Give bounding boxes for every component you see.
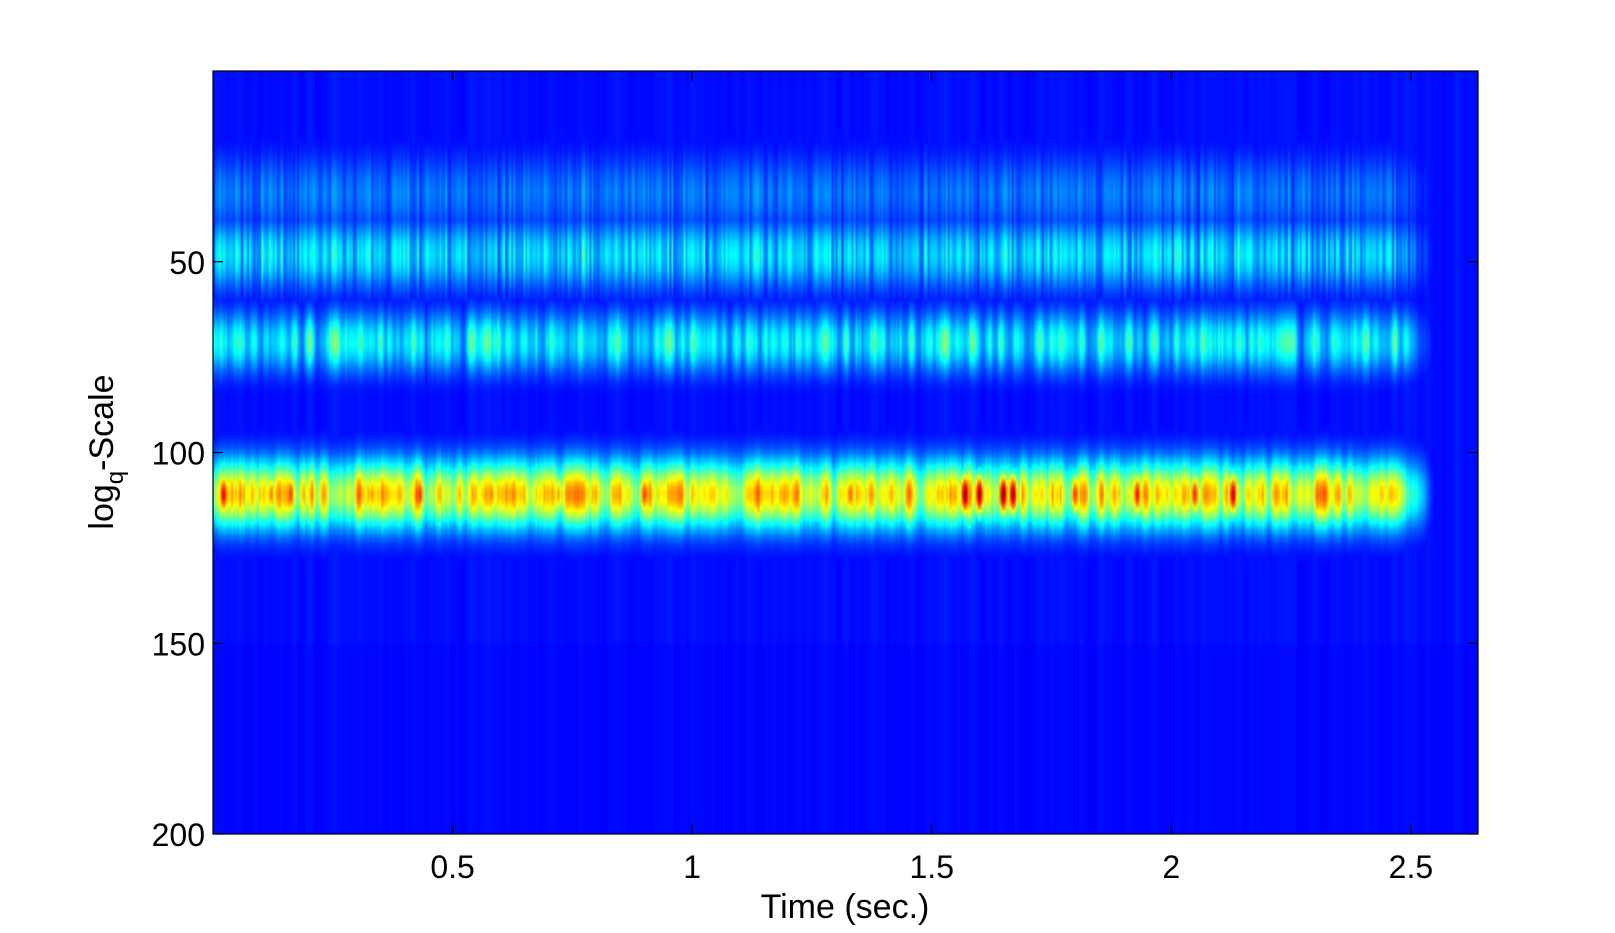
x-axis-label: Time (sec.) bbox=[761, 888, 930, 926]
plot-area bbox=[212, 70, 1479, 835]
y-axis-label-separator: - bbox=[83, 460, 121, 471]
y-axis-label-subscript: q bbox=[102, 471, 129, 484]
x-tick-label: 2 bbox=[1162, 849, 1180, 885]
x-tick-label: 1.5 bbox=[910, 849, 954, 885]
y-tick-label: 100 bbox=[152, 436, 205, 472]
y-axis-label: logq-Scale bbox=[83, 374, 129, 529]
y-tick-label: 150 bbox=[152, 626, 205, 662]
x-axis-ticks: 0.5 1 1.5 2 2.5 bbox=[430, 71, 1433, 885]
y-axis-ticks: 50 100 150 200 bbox=[152, 245, 1478, 853]
y-tick-label: 50 bbox=[169, 245, 205, 281]
y-axis-label-main: Scale bbox=[83, 374, 121, 459]
x-tick-label: 0.5 bbox=[430, 849, 474, 885]
x-tick-label: 2.5 bbox=[1389, 849, 1433, 885]
y-tick-label: 200 bbox=[152, 817, 205, 853]
heatmap-image bbox=[213, 71, 1478, 834]
x-tick-label: 1 bbox=[683, 849, 701, 885]
y-axis-label-prefix: log bbox=[83, 484, 121, 529]
